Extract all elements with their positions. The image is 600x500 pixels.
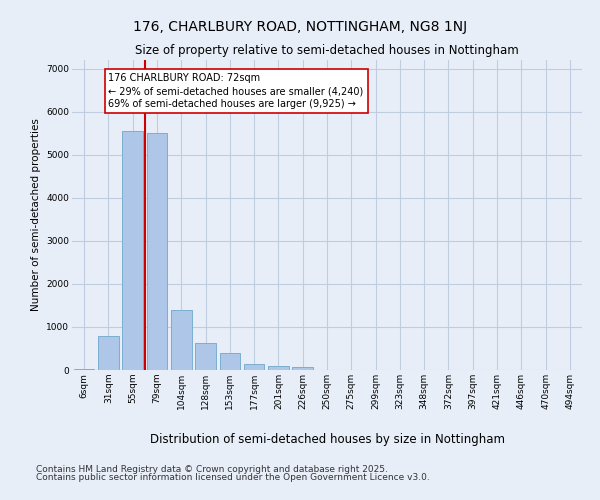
Bar — [98, 336, 119, 370]
Bar — [244, 364, 265, 370]
Title: Size of property relative to semi-detached houses in Nottingham: Size of property relative to semi-detach… — [135, 44, 519, 58]
Bar — [122, 131, 143, 370]
Text: Contains public sector information licensed under the Open Government Licence v3: Contains public sector information licen… — [36, 472, 430, 482]
Text: 176, CHARLBURY ROAD, NOTTINGHAM, NG8 1NJ: 176, CHARLBURY ROAD, NOTTINGHAM, NG8 1NJ — [133, 20, 467, 34]
Text: Contains HM Land Registry data © Crown copyright and database right 2025.: Contains HM Land Registry data © Crown c… — [36, 465, 388, 474]
Bar — [292, 367, 313, 370]
Bar — [220, 353, 240, 370]
Bar — [268, 366, 289, 370]
Bar — [146, 133, 167, 370]
Y-axis label: Number of semi-detached properties: Number of semi-detached properties — [31, 118, 41, 312]
Bar — [171, 310, 191, 370]
Text: Distribution of semi-detached houses by size in Nottingham: Distribution of semi-detached houses by … — [149, 432, 505, 446]
Text: 176 CHARLBURY ROAD: 72sqm
← 29% of semi-detached houses are smaller (4,240)
69% : 176 CHARLBURY ROAD: 72sqm ← 29% of semi-… — [109, 73, 364, 110]
Bar — [195, 344, 216, 370]
Bar — [74, 369, 94, 370]
